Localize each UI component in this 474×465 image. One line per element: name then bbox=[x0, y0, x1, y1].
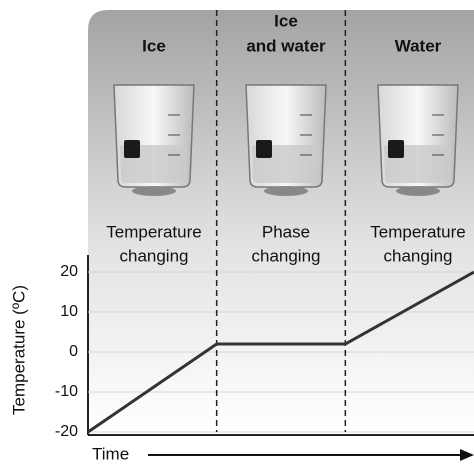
phase-description: changing bbox=[119, 246, 188, 265]
time-arrowhead bbox=[460, 449, 474, 461]
phase-description: changing bbox=[251, 246, 320, 265]
x-axis-label: Time bbox=[92, 444, 129, 463]
phase-title: Ice bbox=[274, 11, 298, 30]
beaker-ice-water bbox=[245, 84, 327, 197]
beaker-ice bbox=[113, 84, 195, 197]
phase-description: Temperature bbox=[370, 222, 465, 241]
y-tick-label: -10 bbox=[55, 383, 78, 400]
temperature-line bbox=[87, 270, 474, 434]
y-axis-label: Temperature (ºC) bbox=[9, 285, 28, 415]
panel-background bbox=[88, 10, 474, 432]
y-tick-label: 10 bbox=[60, 303, 78, 320]
phase-description: Temperature bbox=[106, 222, 201, 241]
beaker-water bbox=[377, 84, 459, 197]
y-tick-label: -20 bbox=[55, 423, 78, 440]
phase-description: Phase bbox=[262, 222, 310, 241]
phase-description: changing bbox=[383, 246, 452, 265]
phase-title: Ice bbox=[142, 36, 166, 55]
phase-title: and water bbox=[246, 36, 326, 55]
y-tick-label: 20 bbox=[60, 263, 78, 280]
phase-title: Water bbox=[395, 36, 442, 55]
y-tick-label: 0 bbox=[69, 343, 78, 360]
